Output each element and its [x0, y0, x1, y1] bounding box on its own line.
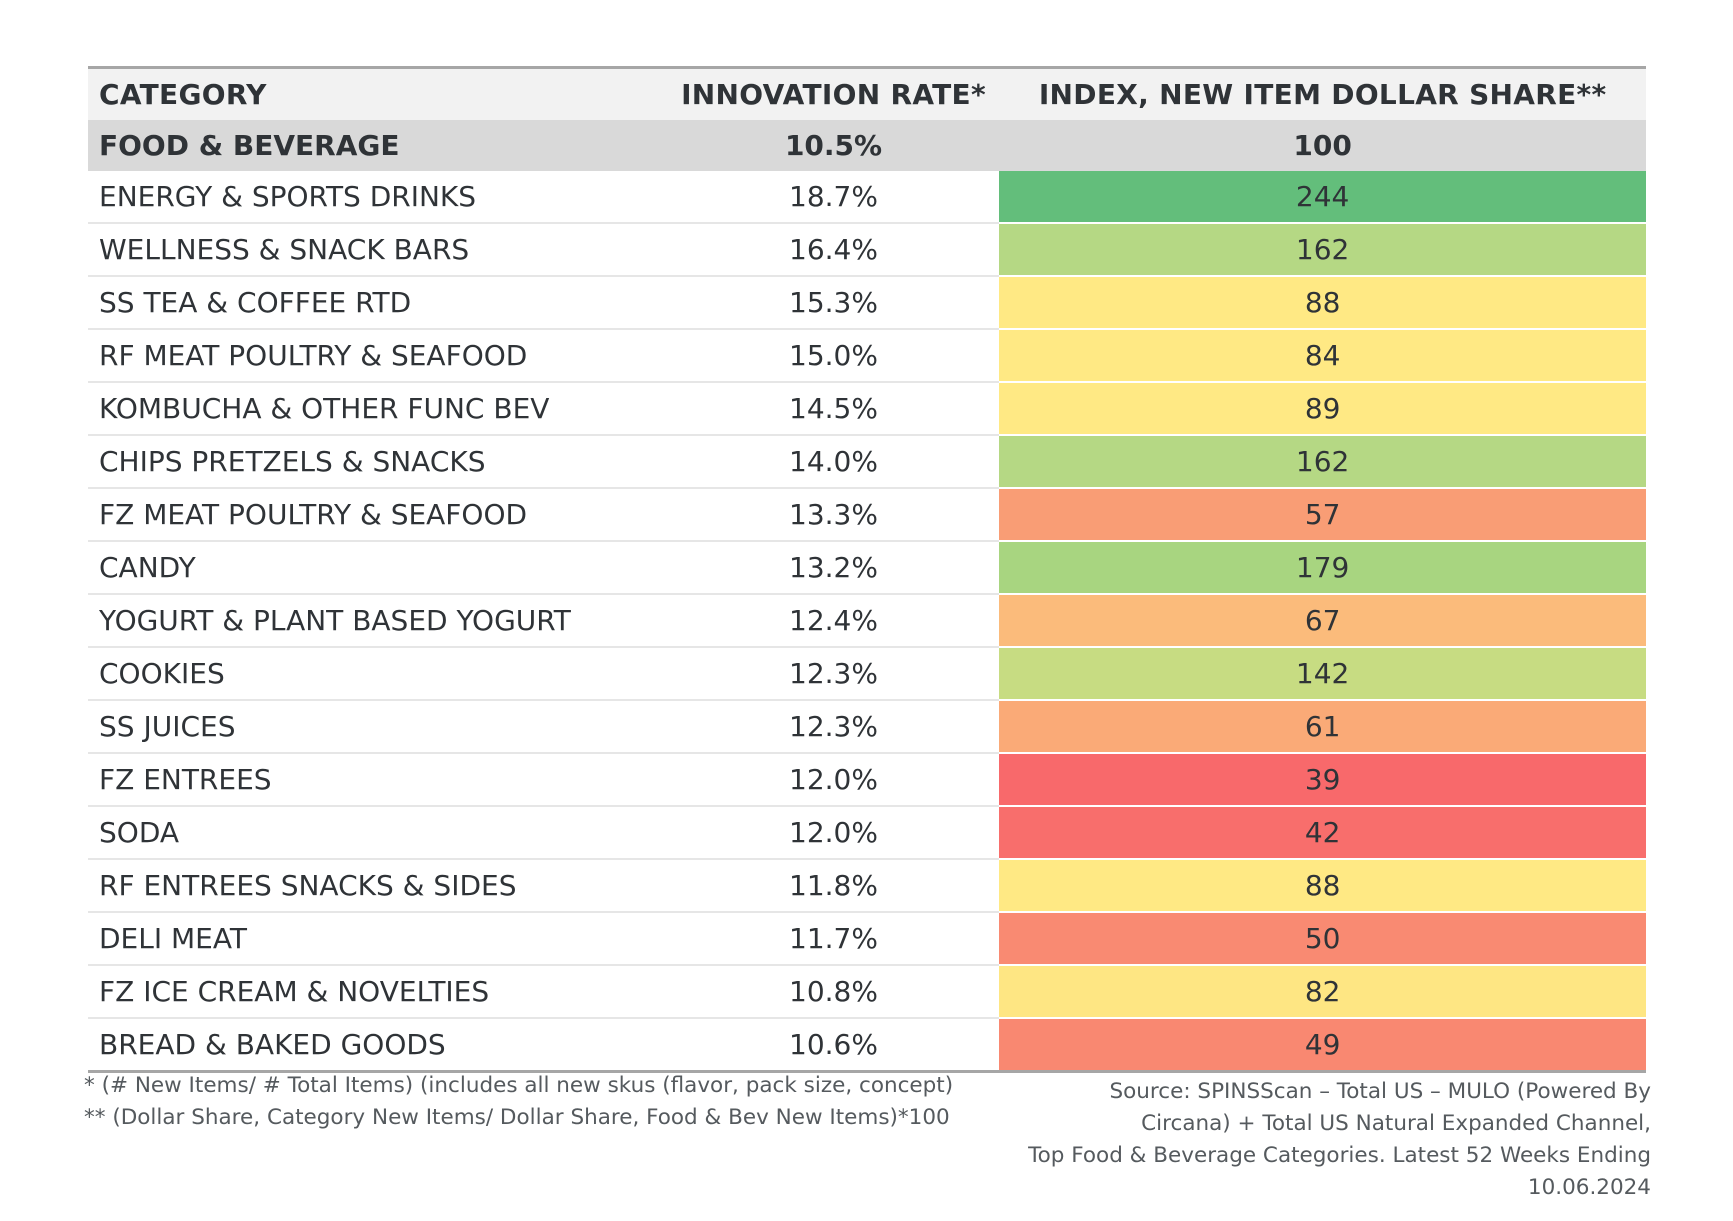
index-cell: 244 [999, 171, 1646, 224]
innovation-rate-cell: 11.7% [667, 912, 1000, 966]
index-cell: 88 [999, 859, 1646, 913]
index-cell: 179 [999, 541, 1646, 595]
footnotes: * (# New Items/ # Total Items) (includes… [84, 1070, 953, 1134]
innovation-rate-cell: 15.0% [667, 329, 1000, 383]
innovation-rate-cell: 12.3% [667, 647, 1000, 701]
index-cell: 61 [999, 700, 1646, 754]
innovation-table: CATEGORY INNOVATION RATE* INDEX, NEW ITE… [88, 66, 1646, 1073]
total-innovation-rate: 10.5% [667, 120, 1000, 171]
index-cell: 39 [999, 753, 1646, 807]
innovation-rate-cell: 12.0% [667, 753, 1000, 807]
table-row: ENERGY & SPORTS DRINKS 18.7% 244 [88, 171, 1646, 224]
index-cell: 50 [999, 912, 1646, 966]
innovation-rate-cell: 10.6% [667, 1018, 1000, 1073]
table-row: DELI MEAT 11.7% 50 [88, 912, 1646, 966]
index-cell: 42 [999, 806, 1646, 860]
category-cell: FZ ICE CREAM & NOVELTIES [88, 965, 668, 1019]
innovation-rate-cell: 13.2% [667, 541, 1000, 595]
table-row: RF MEAT POULTRY & SEAFOOD 15.0% 84 [88, 329, 1646, 383]
index-cell: 89 [999, 382, 1646, 436]
table-row: CANDY 13.2% 179 [88, 541, 1646, 595]
table-row: CHIPS PRETZELS & SNACKS 14.0% 162 [88, 435, 1646, 489]
innovation-rate-cell: 14.5% [667, 382, 1000, 436]
index-cell: 84 [999, 329, 1646, 383]
total-category: FOOD & BEVERAGE [88, 120, 668, 171]
index-cell: 82 [999, 965, 1646, 1019]
table-row: KOMBUCHA & OTHER FUNC BEV 14.5% 89 [88, 382, 1646, 436]
index-cell: 162 [999, 435, 1646, 489]
category-cell: DELI MEAT [88, 912, 668, 966]
category-cell: SS JUICES [88, 700, 668, 754]
table-row: SODA 12.0% 42 [88, 806, 1646, 860]
index-cell: 57 [999, 488, 1646, 542]
category-cell: CANDY [88, 541, 668, 595]
innovation-rate-cell: 12.3% [667, 700, 1000, 754]
table-row: FZ ICE CREAM & NOVELTIES 10.8% 82 [88, 965, 1646, 1019]
footnote-2: ** (Dollar Share, Category New Items/ Do… [84, 1105, 950, 1130]
table-row: BREAD & BAKED GOODS 10.6% 49 [88, 1018, 1646, 1073]
footnote-1: * (# New Items/ # Total Items) (includes… [84, 1073, 954, 1098]
table-row: YOGURT & PLANT BASED YOGURT 12.4% 67 [88, 594, 1646, 648]
category-cell: FZ MEAT POULTRY & SEAFOOD [88, 488, 668, 542]
column-header-category: CATEGORY [88, 66, 668, 120]
total-row: FOOD & BEVERAGE 10.5% 100 [88, 120, 1646, 171]
innovation-rate-cell: 13.3% [667, 488, 1000, 542]
innovation-rate-cell: 12.4% [667, 594, 1000, 648]
index-cell: 67 [999, 594, 1646, 648]
table-row: RF ENTREES SNACKS & SIDES 11.8% 88 [88, 859, 1646, 913]
table-row: FZ MEAT POULTRY & SEAFOOD 13.3% 57 [88, 488, 1646, 542]
innovation-rate-cell: 10.8% [667, 965, 1000, 1019]
category-cell: RF ENTREES SNACKS & SIDES [88, 859, 668, 913]
category-cell: YOGURT & PLANT BASED YOGURT [88, 594, 668, 648]
category-cell: RF MEAT POULTRY & SEAFOOD [88, 329, 668, 383]
table-row: WELLNESS & SNACK BARS 16.4% 162 [88, 223, 1646, 277]
category-cell: CHIPS PRETZELS & SNACKS [88, 435, 668, 489]
category-cell: WELLNESS & SNACK BARS [88, 223, 668, 277]
category-cell: ENERGY & SPORTS DRINKS [88, 171, 668, 224]
category-cell: COOKIES [88, 647, 668, 701]
index-cell: 49 [999, 1018, 1646, 1073]
category-cell: FZ ENTREES [88, 753, 668, 807]
innovation-rate-cell: 11.8% [667, 859, 1000, 913]
source-line-3: Top Food & Beverage Categories. Latest 5… [1028, 1143, 1651, 1168]
index-cell: 162 [999, 223, 1646, 277]
header-row: CATEGORY INNOVATION RATE* INDEX, NEW ITE… [88, 66, 1646, 120]
category-cell: KOMBUCHA & OTHER FUNC BEV [88, 382, 668, 436]
source-line-4: 10.06.2024 [1527, 1175, 1651, 1200]
table-body: ENERGY & SPORTS DRINKS 18.7% 244 WELLNESS &… [88, 171, 1646, 1073]
category-cell: SODA [88, 806, 668, 860]
table-row: FZ ENTREES 12.0% 39 [88, 753, 1646, 807]
innovation-rate-cell: 18.7% [667, 171, 1000, 224]
innovation-rate-cell: 15.3% [667, 276, 1000, 330]
table-row: SS TEA & COFFEE RTD 15.3% 88 [88, 276, 1646, 330]
source-note: Source: SPINSScan – Total US – MULO (Pow… [891, 1076, 1651, 1204]
table-row: SS JUICES 12.3% 61 [88, 700, 1646, 754]
total-index: 100 [999, 120, 1646, 171]
innovation-rate-cell: 12.0% [667, 806, 1000, 860]
index-cell: 88 [999, 276, 1646, 330]
source-line-2: Circana) + Total US Natural Expanded Cha… [1141, 1111, 1651, 1136]
table-row: COOKIES 12.3% 142 [88, 647, 1646, 701]
column-header-index: INDEX, NEW ITEM DOLLAR SHARE** [999, 66, 1646, 120]
column-header-innovation-rate: INNOVATION RATE* [667, 66, 1000, 120]
innovation-rate-cell: 16.4% [667, 223, 1000, 277]
innovation-rate-cell: 14.0% [667, 435, 1000, 489]
index-cell: 142 [999, 647, 1646, 701]
category-cell: BREAD & BAKED GOODS [88, 1018, 668, 1073]
source-line-1: Source: SPINSScan – Total US – MULO (Pow… [1109, 1079, 1652, 1104]
category-cell: SS TEA & COFFEE RTD [88, 276, 668, 330]
